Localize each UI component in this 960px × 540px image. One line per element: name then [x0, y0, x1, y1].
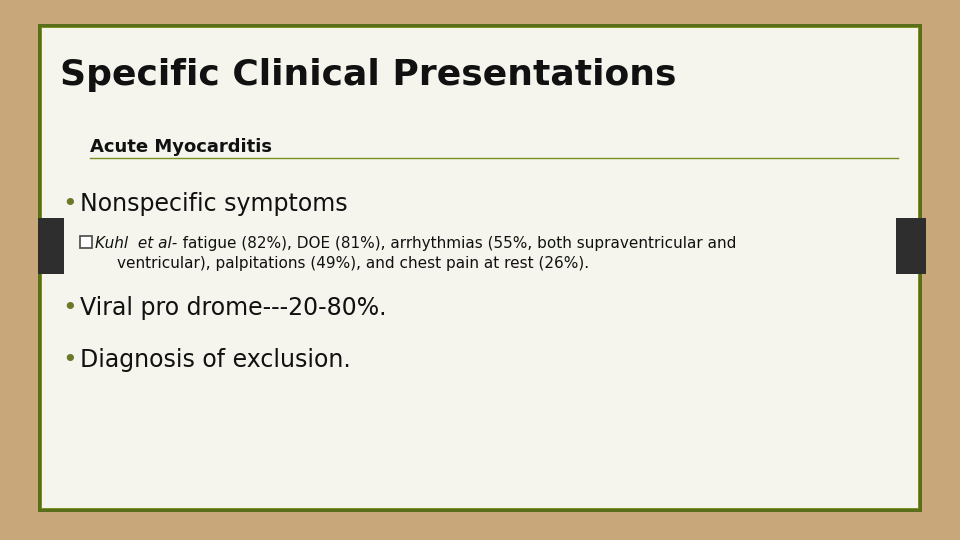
Text: Acute Myocarditis: Acute Myocarditis [90, 138, 272, 156]
Bar [41, 27, 919, 509]
Bar [896, 218, 926, 274]
Bar [38, 218, 64, 274]
Text: •: • [62, 296, 77, 320]
Text: Viral pro drome---20-80%.: Viral pro drome---20-80%. [80, 296, 387, 320]
Text: ventricular), palpitations (49%), and chest pain at rest (26%).: ventricular), palpitations (49%), and ch… [117, 256, 589, 271]
Text: Diagnosis of exclusion.: Diagnosis of exclusion. [80, 348, 350, 372]
Text: fatigue (82%), DOE (81%), arrhythmias (55%, both supraventricular and: fatigue (82%), DOE (81%), arrhythmias (5… [168, 236, 736, 251]
Bar [42, 28, 918, 508]
Bar [80, 236, 92, 248]
Text: Specific Clinical Presentations: Specific Clinical Presentations [60, 58, 677, 92]
Text: Kuhl  et al-: Kuhl et al- [95, 236, 178, 251]
Text: •: • [62, 192, 77, 216]
Text: Nonspecific symptoms: Nonspecific symptoms [80, 192, 348, 216]
Text: •: • [62, 348, 77, 372]
